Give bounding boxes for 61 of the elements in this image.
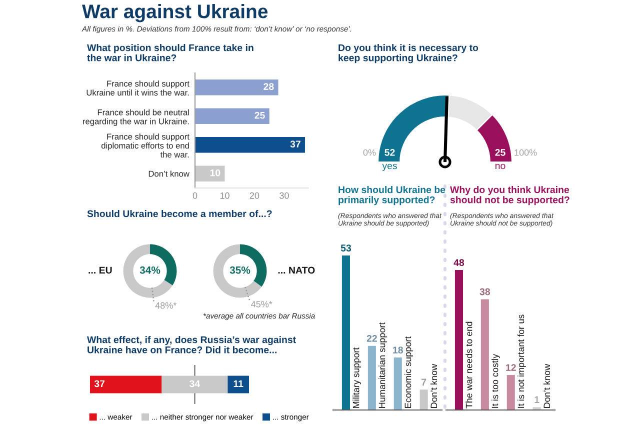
x-tick-label: Don’t know bbox=[543, 364, 550, 408]
x-tick-label: 30 bbox=[280, 192, 289, 199]
x-tick-label: Humanitarian support bbox=[378, 322, 387, 408]
chart-title: Should Ukraine become a member of...? bbox=[87, 210, 272, 218]
y-tick-label: France should support Ukraine until it wins the war. bbox=[86, 80, 190, 96]
donut-slice bbox=[123, 244, 173, 298]
text: War against Ukraine bbox=[82, 4, 268, 22]
data-label: 48 bbox=[454, 259, 464, 266]
text: 100% bbox=[514, 149, 537, 156]
x-tick-label: It is too costly bbox=[492, 354, 500, 408]
chart-title: What effect, if any, does Russia’s war against Ukraine have on France? Did it become... bbox=[87, 336, 296, 354]
data-label: 35% bbox=[230, 266, 250, 274]
chart-title: What position should France take in the war in Ukraine? bbox=[87, 44, 254, 62]
bar bbox=[195, 166, 225, 182]
bar bbox=[454, 270, 463, 410]
text: ... EU bbox=[88, 266, 112, 274]
text: 45%* bbox=[251, 301, 272, 308]
x-tick-label: 0 bbox=[192, 192, 198, 199]
data-label: 28 bbox=[264, 83, 274, 90]
data-label: 11 bbox=[234, 380, 244, 388]
donut-slice bbox=[213, 244, 262, 298]
data-label: 18 bbox=[393, 346, 403, 354]
slice-label: no bbox=[495, 164, 506, 170]
data-label: 1 bbox=[534, 396, 540, 403]
y-tick-label: France should support diplomatic efforts to end the war. bbox=[101, 133, 190, 158]
bar bbox=[480, 299, 489, 410]
chart-title: Why do you think Ukraine should not be supported? bbox=[450, 186, 570, 206]
bar bbox=[368, 346, 376, 410]
x-tick-label: The war needs to end bbox=[466, 322, 472, 408]
data-label: 25 bbox=[254, 112, 265, 119]
bar bbox=[195, 136, 306, 153]
bar bbox=[195, 108, 270, 124]
text: 0% bbox=[363, 149, 376, 156]
x-tick-label: 20 bbox=[250, 192, 260, 199]
bar bbox=[195, 79, 278, 96]
bar bbox=[420, 390, 428, 410]
data-label: 53 bbox=[340, 244, 352, 252]
text: ... NATO bbox=[278, 266, 315, 274]
data-label: 34% bbox=[140, 266, 160, 274]
data-label: 12 bbox=[506, 364, 516, 371]
slice-label: yes bbox=[382, 164, 397, 172]
x-tick-label: Economic support bbox=[404, 336, 413, 408]
bar bbox=[506, 375, 515, 410]
bar bbox=[342, 255, 350, 410]
text: 48%* bbox=[155, 302, 177, 309]
y-tick-label: Don’t know bbox=[148, 170, 190, 177]
data-label: 52 bbox=[384, 148, 395, 156]
data-label: 37 bbox=[94, 380, 105, 388]
data-label: 7 bbox=[422, 378, 426, 386]
chart-title: How should Ukraine be primarily supported? bbox=[338, 186, 446, 206]
x-tick-label: It is not important for us bbox=[518, 314, 526, 408]
data-label: 38 bbox=[480, 288, 490, 296]
y-tick-label: France should be neutral regarding the war in Ukraine. bbox=[83, 109, 189, 126]
chart-title: Do you think it is necessary to keep supporting Ukraine? bbox=[338, 44, 478, 64]
bar bbox=[394, 358, 402, 410]
data-label: 22 bbox=[366, 334, 377, 342]
x-tick-label: Don’t know bbox=[430, 364, 438, 408]
x-tick-label: 10 bbox=[220, 192, 230, 199]
data-label: 25 bbox=[495, 148, 506, 156]
data-label: 37 bbox=[290, 140, 300, 148]
x-tick-label: Military support bbox=[352, 347, 362, 408]
